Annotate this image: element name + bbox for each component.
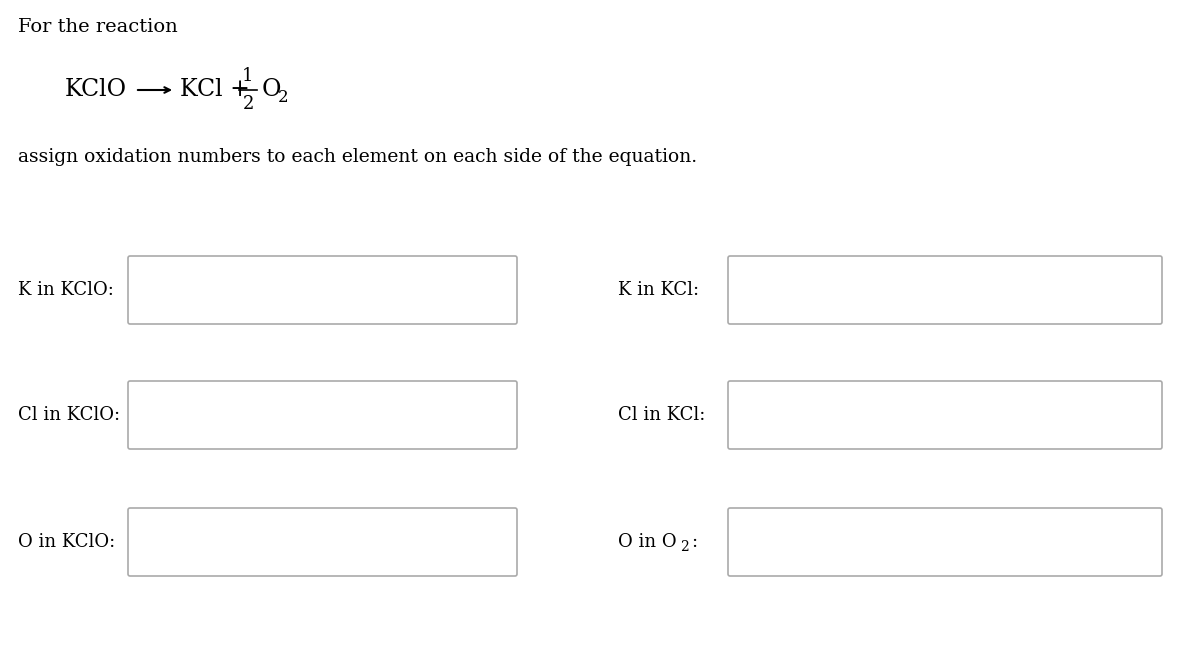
Text: 1: 1 bbox=[242, 67, 253, 85]
FancyBboxPatch shape bbox=[128, 381, 517, 449]
Text: 2: 2 bbox=[680, 540, 689, 554]
Text: For the reaction: For the reaction bbox=[18, 18, 178, 36]
Text: :: : bbox=[691, 533, 697, 551]
Text: Cl in KCl:: Cl in KCl: bbox=[618, 406, 706, 424]
Text: KCl +: KCl + bbox=[180, 78, 250, 102]
Text: O in KClO:: O in KClO: bbox=[18, 533, 115, 551]
Text: 2: 2 bbox=[242, 95, 253, 113]
FancyBboxPatch shape bbox=[728, 508, 1162, 576]
Text: assign oxidation numbers to each element on each side of the equation.: assign oxidation numbers to each element… bbox=[18, 148, 697, 166]
FancyBboxPatch shape bbox=[128, 508, 517, 576]
Text: O: O bbox=[262, 78, 282, 102]
Text: O in O: O in O bbox=[618, 533, 677, 551]
Text: KClO: KClO bbox=[65, 78, 127, 102]
FancyBboxPatch shape bbox=[728, 381, 1162, 449]
FancyBboxPatch shape bbox=[728, 256, 1162, 324]
Text: K in KCl:: K in KCl: bbox=[618, 281, 700, 299]
Text: 2: 2 bbox=[278, 88, 289, 106]
Text: K in KClO:: K in KClO: bbox=[18, 281, 114, 299]
Text: Cl in KClO:: Cl in KClO: bbox=[18, 406, 120, 424]
FancyBboxPatch shape bbox=[128, 256, 517, 324]
